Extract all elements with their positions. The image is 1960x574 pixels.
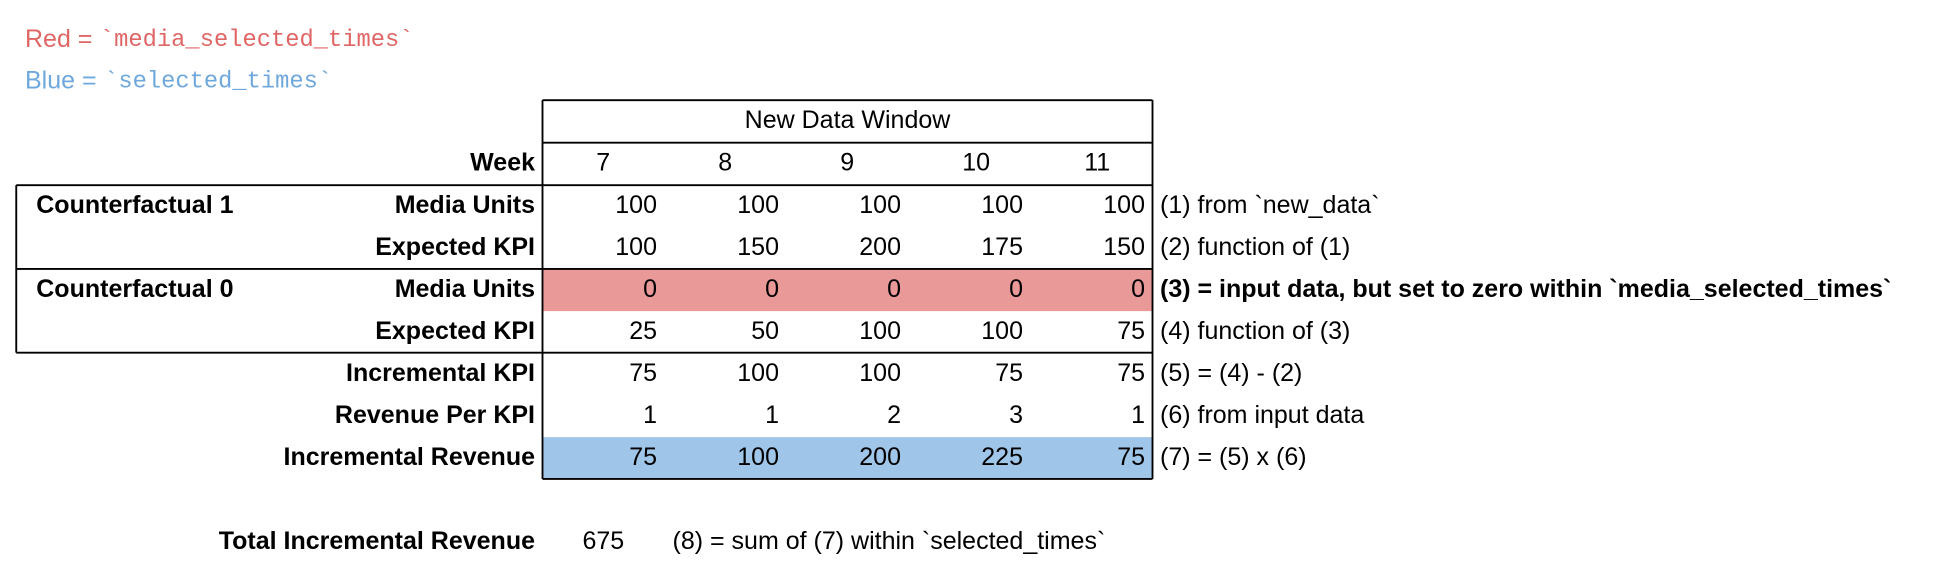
- cell-value: 75: [1117, 317, 1145, 345]
- row-label: Media Units: [395, 275, 535, 303]
- row-note: (5) = (4) - (2): [1160, 359, 1302, 387]
- cell-value: 0: [765, 275, 779, 303]
- cell-value: 100: [981, 317, 1023, 345]
- week-label: Week: [470, 148, 535, 176]
- row-label: Incremental KPI: [346, 359, 535, 387]
- row-highlight: [542, 437, 1153, 480]
- cell-value: 150: [1103, 233, 1145, 261]
- cell-value: 75: [629, 359, 657, 387]
- cell-value: 225: [981, 443, 1023, 471]
- cell-value: 25: [629, 317, 657, 345]
- cell-value: 200: [859, 233, 901, 261]
- row-note: (6) from input data: [1160, 401, 1364, 429]
- week-number: 10: [962, 148, 990, 176]
- cell-value: 0: [643, 275, 657, 303]
- row-note: (3) = input data, but set to zero within…: [1160, 275, 1891, 303]
- row-label: Revenue Per KPI: [335, 401, 535, 429]
- week-number: 7: [596, 148, 610, 176]
- cell-value: 1: [765, 401, 779, 429]
- group-label: Counterfactual 0: [36, 275, 233, 303]
- cell-value: 100: [859, 317, 901, 345]
- cell-value: 75: [629, 443, 657, 471]
- cell-value: 3: [1009, 401, 1023, 429]
- legend-code: `selected_times`: [104, 69, 332, 96]
- cell-value: 2: [887, 401, 901, 429]
- cell-value: 100: [859, 359, 901, 387]
- cell-value: 150: [737, 233, 779, 261]
- cell-value: 100: [859, 191, 901, 219]
- cell-value: 175: [981, 233, 1023, 261]
- cell-value: 100: [737, 359, 779, 387]
- legend-entry: Red = `media_selected_times`: [25, 25, 413, 55]
- week-number: 11: [1084, 148, 1110, 176]
- group-label: Counterfactual 1: [36, 191, 233, 219]
- row-note: (7) = (5) x (6): [1160, 443, 1307, 471]
- borders: [15, 99, 1154, 480]
- row-label: Media Units: [395, 191, 535, 219]
- cell-value: 50: [751, 317, 779, 345]
- cell-value: 0: [887, 275, 901, 303]
- week-number: 9: [840, 148, 854, 176]
- total-value: 675: [583, 527, 625, 555]
- cell-value: 100: [1103, 191, 1145, 219]
- cell-value: 100: [737, 191, 779, 219]
- legend-label: Red =: [25, 25, 92, 53]
- legend-code: `media_selected_times`: [100, 27, 414, 54]
- cell-value: 1: [643, 401, 657, 429]
- cell-fills: [542, 269, 1153, 480]
- cell-value: 1: [1131, 401, 1145, 429]
- cell-value: 75: [1117, 359, 1145, 387]
- week-number: 8: [718, 148, 732, 176]
- cell-value: 0: [1131, 275, 1145, 303]
- cell-value: 75: [995, 359, 1023, 387]
- cell-value: 0: [1009, 275, 1023, 303]
- cell-value: 100: [615, 233, 657, 261]
- row-highlight: [542, 269, 1153, 312]
- row-note: (1) from `new_data`: [1160, 191, 1380, 219]
- legend-entry: Blue = `selected_times`: [25, 66, 332, 96]
- cell-value: 100: [615, 191, 657, 219]
- total-note: (8) = sum of (7) within `selected_times`: [673, 527, 1106, 555]
- row-label: Expected KPI: [375, 317, 535, 345]
- total-label: Total Incremental Revenue: [219, 527, 535, 555]
- row-label: Expected KPI: [375, 233, 535, 261]
- row-note: (4) function of (3): [1160, 317, 1350, 345]
- table-header: New Data Window: [745, 106, 952, 134]
- cell-value: 200: [859, 443, 901, 471]
- cell-value: 100: [737, 443, 779, 471]
- row-note: (2) function of (1): [1160, 233, 1350, 261]
- legend-label: Blue =: [25, 66, 97, 94]
- cell-value: 100: [981, 191, 1023, 219]
- cell-value: 75: [1117, 443, 1145, 471]
- row-label: Incremental Revenue: [284, 443, 536, 471]
